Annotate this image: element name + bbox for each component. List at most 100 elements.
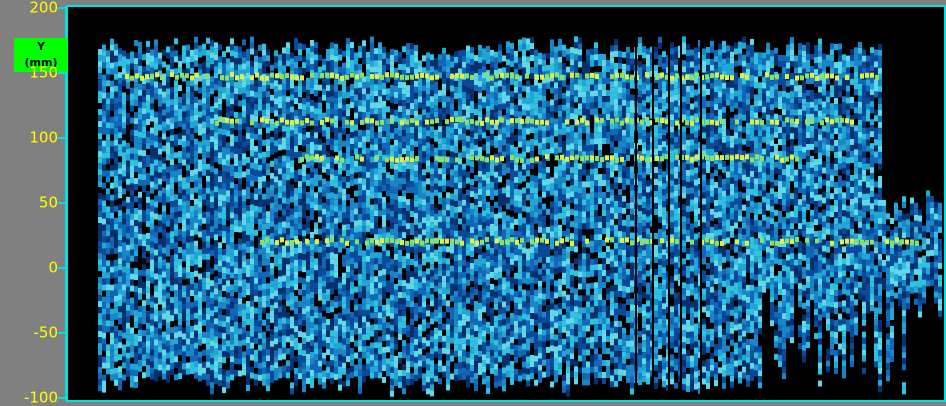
scan-pixel [298, 193, 302, 199]
scan-pixel [374, 258, 378, 264]
scan-pixel [234, 280, 238, 286]
scan-pixel [262, 260, 266, 266]
scan-pixel [134, 130, 138, 136]
scan-pixel [254, 98, 258, 104]
scan-pixel [214, 336, 218, 342]
scan-pixel [370, 307, 374, 313]
scan-pixel [490, 218, 494, 224]
scan-pixel [158, 179, 162, 185]
scan-pixel [410, 187, 414, 193]
scan-pixel [426, 202, 430, 208]
scan-pixel [466, 148, 470, 154]
scan-pixel [198, 375, 202, 381]
scan-pixel [370, 193, 374, 199]
scan-pixel [478, 147, 482, 153]
scan-pixel [478, 225, 482, 231]
scan-pixel [402, 88, 406, 94]
scan-pixel [486, 268, 490, 274]
scan-pixel [162, 128, 166, 134]
scan-pixel [394, 212, 398, 218]
scan-pixel [114, 182, 118, 188]
scan-pixel [462, 176, 466, 182]
scan-pixel [482, 252, 486, 258]
scan-pixel [318, 307, 322, 313]
scan-pixel [162, 170, 166, 176]
scan-pixel [338, 103, 342, 109]
scan-pixel [330, 66, 334, 72]
scan-pixel [294, 296, 298, 302]
scan-pixel [358, 196, 362, 202]
scan-pixel [122, 332, 126, 338]
scan-pixel [394, 80, 398, 86]
scan-pixel [358, 364, 362, 370]
scan-pixel [358, 184, 362, 190]
scan-pixel [458, 350, 462, 356]
scan-pixel [294, 260, 298, 266]
scan-pixel [182, 219, 186, 225]
scan-pixel [466, 172, 470, 178]
scan-pixel [410, 97, 414, 103]
scan-pixel [398, 106, 402, 112]
scan-pixel [186, 51, 190, 57]
scan-pixel [246, 247, 250, 253]
scan-pixel [470, 377, 474, 383]
scan-pixel [282, 227, 286, 233]
scan-pixel [134, 334, 138, 340]
scan-pixel [290, 190, 294, 196]
scan-pixel [230, 206, 234, 212]
scan-pixel [290, 256, 294, 262]
scan-pixel [354, 353, 358, 359]
scan-pixel [390, 49, 394, 55]
scan-pixel [206, 248, 210, 254]
scan-pixel [322, 281, 326, 287]
scan-pixel [234, 142, 238, 148]
scan-pixel [358, 334, 362, 340]
scan-pixel [206, 170, 210, 176]
scan-pixel [210, 322, 214, 328]
scan-pixel [146, 317, 150, 323]
scan-pixel [242, 153, 246, 159]
scan-pixel [378, 366, 382, 372]
scan-pixel [266, 247, 270, 253]
scan-pixel [374, 192, 378, 198]
scan-pixel [338, 325, 342, 331]
scan-pixel [218, 62, 222, 68]
scan-pixel [470, 323, 474, 329]
scan-pixel [430, 84, 434, 90]
scan-pixel [150, 272, 154, 278]
scan-pixel [230, 266, 234, 272]
scan-pixel [246, 235, 250, 241]
scan-pixel [198, 231, 202, 237]
scan-pixel [238, 274, 242, 280]
scan-pixel [186, 213, 190, 219]
scan-pixel [210, 388, 214, 394]
scan-pixel [118, 126, 122, 132]
scan-pixel [246, 211, 250, 217]
scan-pixel [110, 297, 114, 303]
scan-pixel [310, 202, 314, 208]
scan-pixel [278, 192, 282, 198]
scan-pixel [210, 340, 214, 346]
scan-pixel [386, 208, 390, 214]
scan-pixel [114, 374, 118, 380]
scan-pixel [302, 224, 306, 230]
scan-pixel [398, 148, 402, 154]
scan-pixel [294, 128, 298, 134]
scan-pixel [434, 256, 438, 262]
scan-pixel [174, 314, 178, 320]
scan-pixel [342, 279, 346, 285]
scan-pixel [106, 356, 110, 362]
scan-pixel [166, 281, 170, 287]
scan-pixel [202, 242, 206, 248]
scan-pixel [274, 284, 278, 290]
scan-pixel [210, 280, 214, 286]
scan-pixel [178, 319, 182, 325]
scan-pixel [170, 189, 174, 195]
scan-pixel [158, 311, 162, 317]
scan-pixel [362, 304, 366, 310]
scan-pixel [210, 250, 214, 256]
scan-pixel [106, 308, 110, 314]
scan-pixel [482, 66, 486, 72]
scan-pixel [114, 80, 118, 86]
scan-pixel [150, 242, 154, 248]
